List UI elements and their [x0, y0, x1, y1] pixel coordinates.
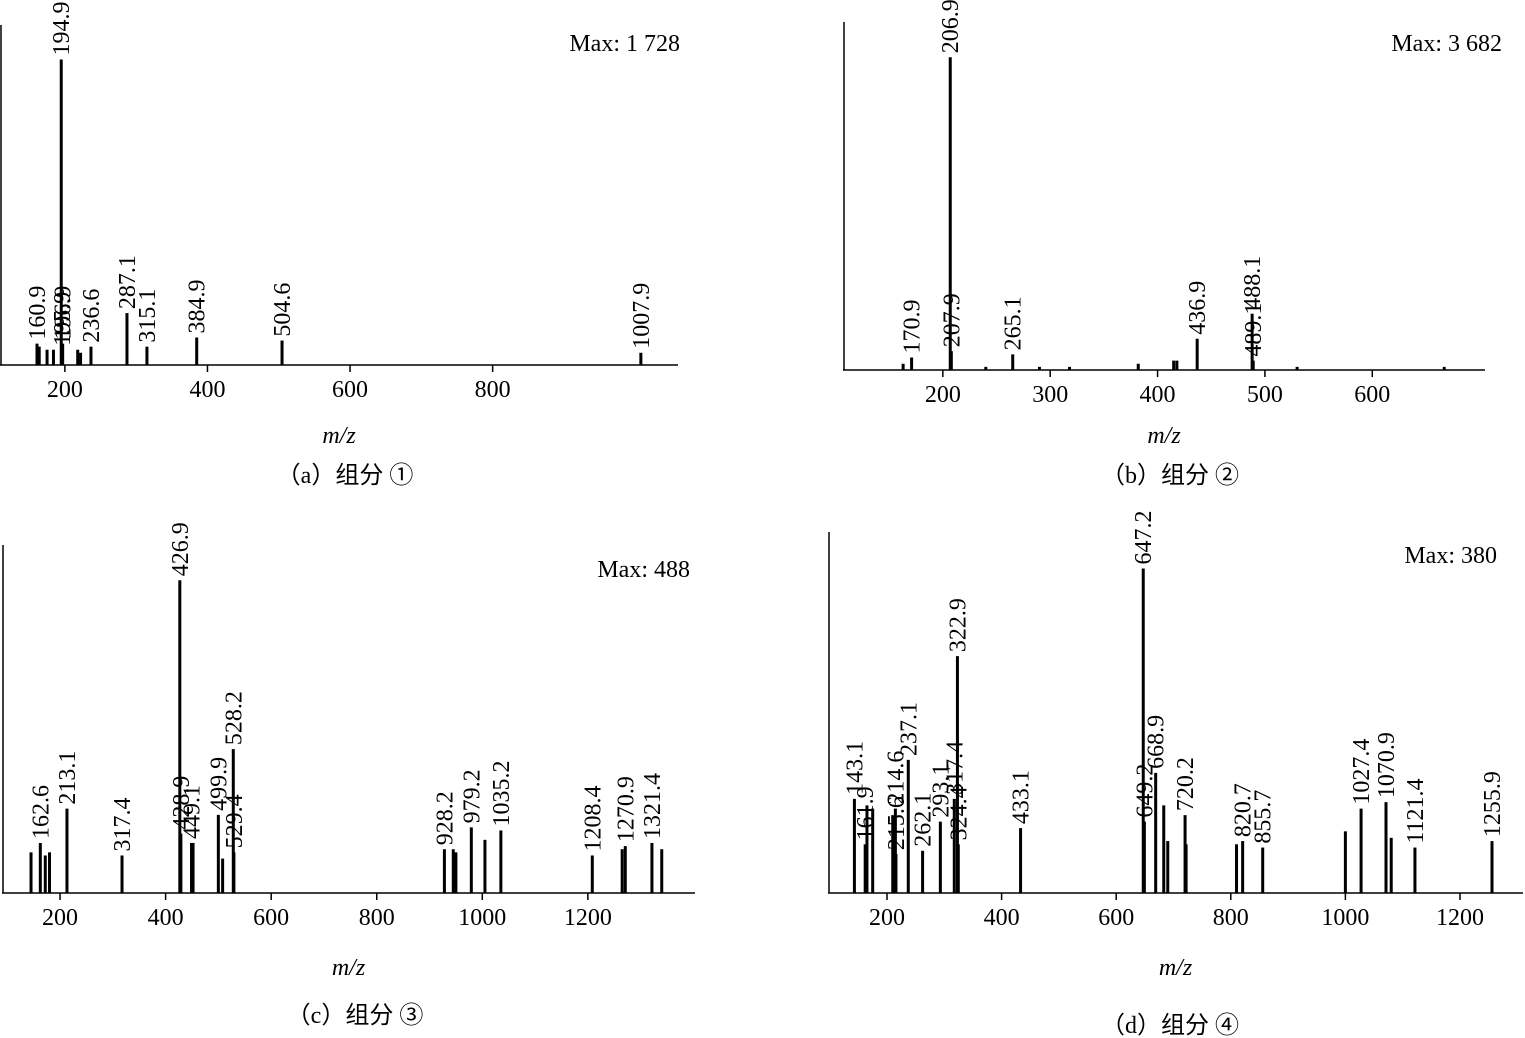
- peak-label: 236.6: [79, 289, 105, 343]
- x-axis-label: m/z: [322, 423, 356, 449]
- annotation: Max: 1 728: [569, 31, 680, 57]
- x-axis-label: m/z: [1159, 955, 1193, 981]
- peak-label: 214.6: [883, 751, 909, 805]
- peak-label: 317.4: [110, 797, 136, 851]
- caption: （c）组分 ③: [287, 1002, 424, 1029]
- peak-label: 1027.4: [1349, 739, 1375, 805]
- caption: （a）组分 ①: [277, 462, 414, 489]
- peak-label: 528.2: [221, 691, 247, 745]
- peak-label: 647.2: [1131, 510, 1157, 564]
- peak-label: 322.9: [945, 598, 971, 652]
- peak-label: 436.9: [1185, 281, 1211, 335]
- peak-label: 1007.9: [629, 283, 655, 349]
- x-tick-label: 300: [1032, 382, 1068, 408]
- peak-label: 170.9: [900, 299, 926, 353]
- peak-label: 1035.2: [489, 760, 515, 826]
- x-tick-label: 200: [42, 905, 78, 931]
- peak-label: 213.1: [55, 751, 81, 805]
- peak-label: 287.1: [115, 255, 141, 309]
- x-tick-label: 1000: [1321, 905, 1369, 931]
- x-tick-label: 400: [1140, 382, 1176, 408]
- x-tick-label: 800: [359, 905, 395, 931]
- peak-label: 649.2: [1132, 764, 1158, 818]
- peak-label: 1121.4: [1403, 778, 1429, 843]
- x-tick-label: 500: [1247, 382, 1283, 408]
- peak-label: 979.2: [459, 769, 485, 823]
- peak-label: 324.4: [946, 786, 972, 840]
- x-tick-label: 1000: [458, 905, 506, 931]
- peak-label: 237.1: [896, 702, 922, 756]
- peak-label: 195.9: [50, 292, 76, 346]
- x-tick-label: 400: [148, 905, 184, 931]
- peak-label: 160.9: [25, 286, 51, 340]
- peak-label: 499.9: [206, 757, 232, 811]
- peak-label: 265.1: [1001, 296, 1027, 350]
- peak-label: 1321.4: [640, 773, 666, 839]
- peak-label: 315.1: [135, 289, 161, 343]
- peak-label: 1070.9: [1374, 732, 1400, 798]
- x-tick-label: 200: [47, 377, 83, 403]
- x-tick-label: 400: [984, 905, 1020, 931]
- peak-label: 855.7: [1251, 790, 1277, 844]
- peak-label: 820.7: [1231, 783, 1257, 837]
- peak-label: 206.9: [938, 0, 964, 53]
- x-tick-label: 1200: [564, 905, 612, 931]
- annotation: Max: 380: [1404, 543, 1497, 569]
- peak-label: 1270.9: [613, 776, 639, 842]
- peak-label: 293.1: [928, 764, 954, 818]
- peak-label: 529.4: [222, 794, 248, 848]
- caption: （b）组分 ②: [1101, 462, 1239, 489]
- peak-label: 143.1: [842, 741, 868, 795]
- peak-label: 162.6: [28, 785, 54, 839]
- x-tick-label: 200: [869, 905, 905, 931]
- peak-label: 488.1: [1240, 256, 1266, 310]
- peak-label: 720.2: [1173, 757, 1199, 811]
- x-tick-label: 800: [475, 377, 511, 403]
- peak-label: 317.4: [942, 741, 968, 795]
- x-tick-label: 600: [1098, 905, 1134, 931]
- x-tick-label: 400: [189, 377, 225, 403]
- peak-label: 194.9: [49, 2, 75, 56]
- x-tick-label: 800: [1213, 905, 1249, 931]
- x-axis-label: m/z: [1147, 423, 1181, 449]
- peak-label: 449.1: [180, 785, 206, 839]
- peak-label: 215.6: [884, 796, 910, 850]
- x-tick-label: 1200: [1436, 905, 1484, 931]
- peak-label: 668.9: [1144, 715, 1170, 769]
- peak-label: 1208.4: [580, 785, 606, 851]
- peak-label: 1255.9: [1480, 771, 1506, 837]
- peak-label: 504.6: [270, 283, 296, 337]
- caption: （d）组分 ④: [1101, 1012, 1239, 1038]
- peak-label: 428.9: [169, 776, 195, 830]
- peak-label: 489.1: [1241, 303, 1267, 357]
- x-axis-label: m/z: [332, 955, 366, 981]
- peak-label: 384.9: [185, 280, 211, 334]
- peak-label: 262.1: [911, 793, 937, 847]
- peak-label: 928.2: [432, 791, 458, 845]
- x-tick-label: 200: [925, 382, 961, 408]
- annotation: Max: 488: [597, 557, 690, 583]
- x-tick-label: 600: [332, 377, 368, 403]
- x-tick-label: 600: [253, 905, 289, 931]
- peak-label: 196.9: [51, 286, 77, 340]
- annotation: Max: 3 682: [1391, 31, 1502, 57]
- peak-label: 207.9: [939, 293, 965, 347]
- peak-label: 433.1: [1009, 770, 1035, 824]
- peak-label: 426.9: [168, 522, 194, 576]
- x-tick-label: 600: [1354, 382, 1390, 408]
